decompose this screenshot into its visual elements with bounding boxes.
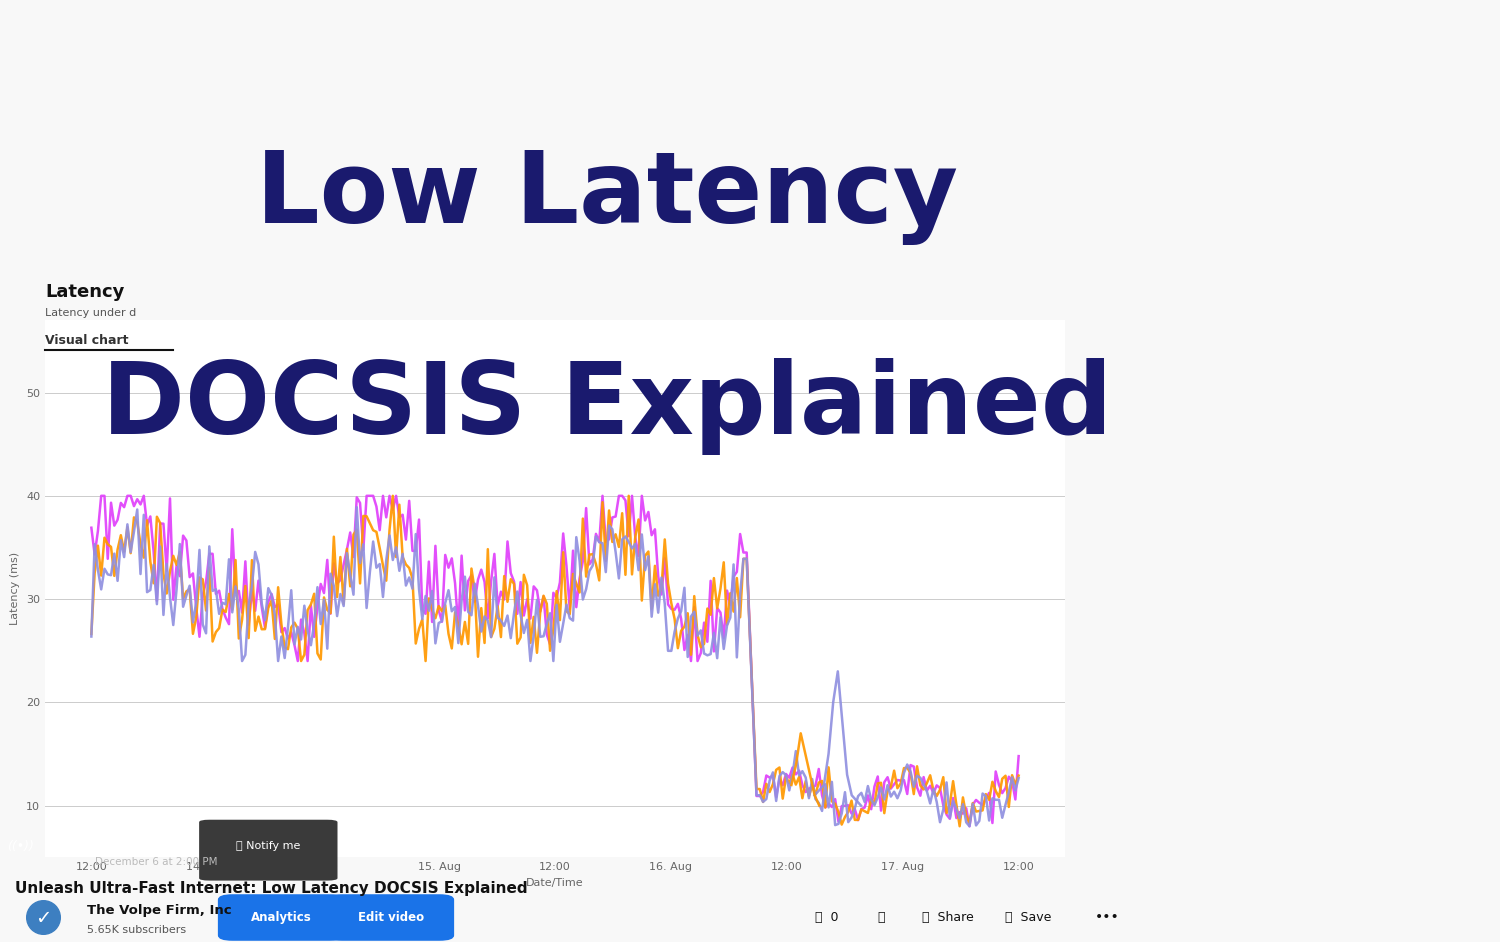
Text: Latency under d: Latency under d <box>45 308 136 317</box>
Text: Visual chart: Visual chart <box>45 333 129 347</box>
Text: Analytics: Analytics <box>251 911 312 924</box>
Text: Latency: Latency <box>45 283 125 300</box>
Text: 👍  0: 👍 0 <box>815 911 839 924</box>
Text: 🔖  Save: 🔖 Save <box>1005 911 1052 924</box>
Y-axis label: Latency (ms): Latency (ms) <box>10 552 21 625</box>
Text: Low Latency: Low Latency <box>256 149 958 245</box>
Text: Unleash Ultra-Fast Internet: Low Latency DOCSIS Explained: Unleash Ultra-Fast Internet: Low Latency… <box>15 881 528 896</box>
Text: Edit video: Edit video <box>357 911 424 924</box>
Text: •••: ••• <box>1095 910 1119 924</box>
Text: ✓: ✓ <box>36 909 51 928</box>
Text: 👎: 👎 <box>878 911 885 924</box>
Text: ((•)): ((•)) <box>8 839 33 853</box>
Text: 🔔 Notify me: 🔔 Notify me <box>236 841 300 852</box>
FancyBboxPatch shape <box>327 894 454 941</box>
Text: 5.65K subscribers: 5.65K subscribers <box>87 925 186 934</box>
Text: December 6 at 2:00 PM: December 6 at 2:00 PM <box>94 856 218 867</box>
Text: Live in 2 days: Live in 2 days <box>94 826 184 838</box>
FancyBboxPatch shape <box>200 820 338 881</box>
X-axis label: Date/Time: Date/Time <box>526 878 584 887</box>
Text: 🔗  Share: 🔗 Share <box>922 911 975 924</box>
FancyBboxPatch shape <box>217 894 345 941</box>
Text: The Volpe Firm, Inc: The Volpe Firm, Inc <box>87 903 231 917</box>
Circle shape <box>27 901 60 934</box>
Text: DOCSIS Explained: DOCSIS Explained <box>102 358 1113 455</box>
